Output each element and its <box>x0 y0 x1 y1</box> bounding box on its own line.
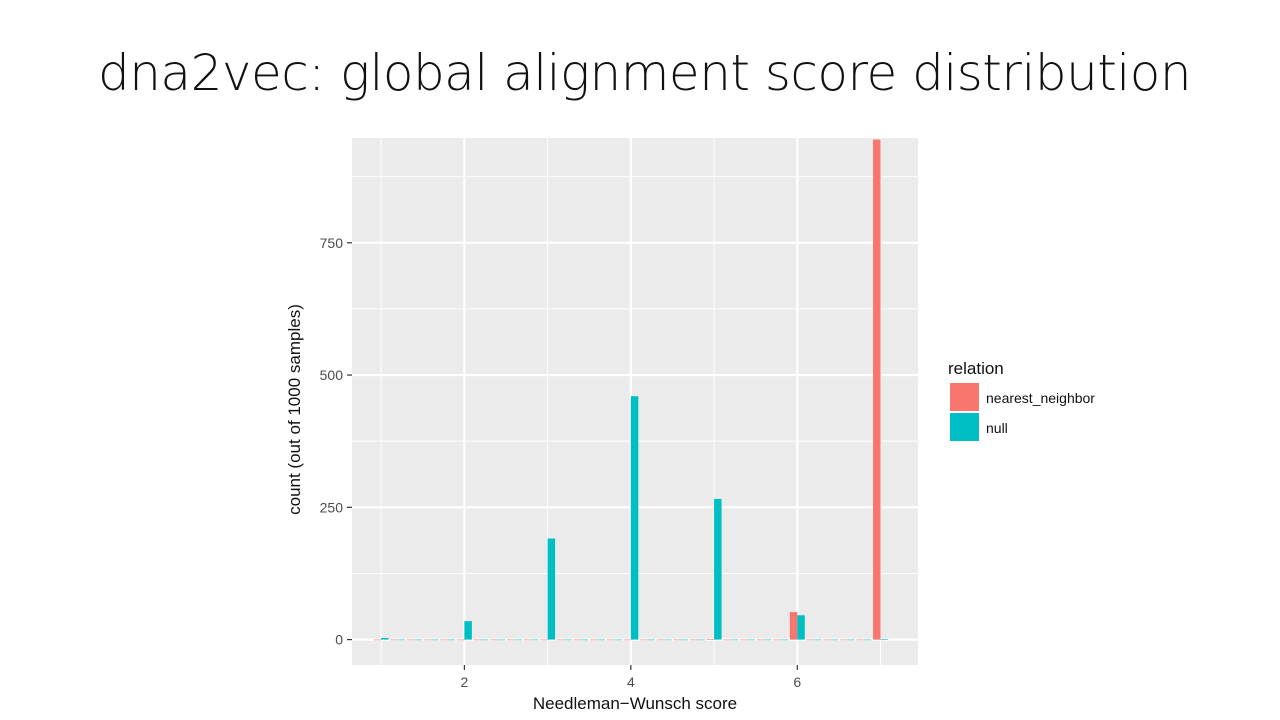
bar-null <box>381 638 389 640</box>
bar-nearest-neighbor <box>506 639 515 641</box>
bar-null <box>813 639 822 641</box>
bar-nearest-neighbor <box>440 639 448 641</box>
bar-null <box>730 639 739 641</box>
minor-gridlines <box>352 138 918 665</box>
bar-nearest-neighbor <box>406 639 415 641</box>
bar-nearest-neighbor <box>773 639 781 641</box>
bar-nearest-neighbor <box>590 639 598 641</box>
bar-null <box>547 538 556 640</box>
bar-null <box>714 498 722 640</box>
bar-null <box>830 639 839 641</box>
bar-nearest-neighbor <box>823 639 831 641</box>
bar-null <box>680 639 689 641</box>
x-tick-label: 2 <box>460 674 468 690</box>
bar-nearest-neighbor <box>456 639 465 641</box>
bar-null <box>697 639 705 641</box>
bar-null <box>514 639 522 641</box>
bar-nearest-neighbor <box>839 639 848 641</box>
bar-null <box>664 639 672 641</box>
bar-nearest-neighbor <box>756 639 765 641</box>
bar-nearest-neighbor <box>689 639 698 641</box>
y-axis: 0 250 500 750 <box>320 235 352 648</box>
bar-null <box>530 639 539 641</box>
bar-null <box>580 639 589 641</box>
legend-title: relation <box>948 359 1004 378</box>
bar-null <box>464 621 472 640</box>
bar-null <box>747 639 755 641</box>
bar-nearest-neighbor <box>856 639 864 641</box>
bar-nearest-neighbor <box>673 639 681 641</box>
y-tick-label: 250 <box>320 499 344 515</box>
bar-nearest-neighbor <box>623 639 631 641</box>
bar-nearest-neighbor <box>423 639 432 641</box>
bar-nearest-neighbor <box>373 639 382 641</box>
bar-null <box>630 396 639 640</box>
bar-nearest-neighbor <box>473 639 482 641</box>
bars <box>373 139 889 641</box>
bar-nearest-neighbor <box>390 639 398 641</box>
bar-null <box>414 639 422 641</box>
bar-null <box>397 639 406 641</box>
legend-label-null: null <box>986 420 1008 436</box>
y-tick-label: 0 <box>335 632 343 648</box>
bar-null <box>647 639 655 641</box>
bar-null <box>431 639 439 641</box>
legend-label-nearest-neighbor: nearest_neighbor <box>986 390 1095 406</box>
bar-nearest-neighbor <box>789 612 798 640</box>
bar-nearest-neighbor <box>706 639 715 640</box>
bar-nearest-neighbor <box>523 639 531 641</box>
bar-null <box>863 639 872 641</box>
bar-null <box>880 639 889 640</box>
x-tick-label: 6 <box>793 674 801 690</box>
bar-nearest-neighbor <box>723 639 731 641</box>
bar-null <box>597 639 606 641</box>
bar-nearest-neighbor <box>656 639 665 641</box>
bar-nearest-neighbor <box>606 639 615 641</box>
bar-null <box>497 639 506 641</box>
y-tick-label: 500 <box>320 367 344 383</box>
bar-nearest-neighbor <box>490 639 498 641</box>
bar-null <box>797 615 805 640</box>
bar-nearest-neighbor <box>556 639 565 641</box>
bar-nearest-neighbor <box>806 639 814 641</box>
y-tick-label: 750 <box>320 235 344 251</box>
bar-nearest-neighbor <box>639 639 648 641</box>
bar-null <box>447 639 456 641</box>
bar-null <box>614 639 622 641</box>
bar-null <box>847 639 855 641</box>
slide-title: dna2vec: global alignment score distribu… <box>98 44 1192 102</box>
bar-null <box>764 639 772 641</box>
legend-key-null <box>950 413 979 441</box>
bar-null <box>481 639 489 641</box>
bar-nearest-neighbor <box>540 639 548 641</box>
bar-null <box>564 639 572 641</box>
y-axis-title: count (out of 1000 samples) <box>285 304 304 515</box>
x-axis-title: Needleman−Wunsch score <box>533 694 737 713</box>
bar-nearest-neighbor <box>873 139 881 640</box>
bar-nearest-neighbor <box>739 639 748 641</box>
x-axis: 2 4 6 <box>460 665 801 690</box>
bar-null <box>780 639 789 641</box>
legend: relation nearest_neighbor null <box>948 359 1095 441</box>
legend-key-nearest-neighbor <box>950 383 979 411</box>
bar-nearest-neighbor <box>573 639 581 641</box>
x-tick-label: 4 <box>627 674 635 690</box>
